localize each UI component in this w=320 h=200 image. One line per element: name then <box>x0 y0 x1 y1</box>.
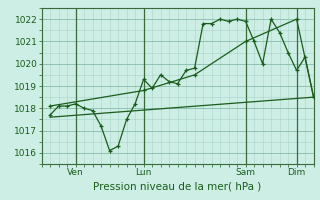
X-axis label: Pression niveau de la mer( hPa ): Pression niveau de la mer( hPa ) <box>93 181 262 191</box>
